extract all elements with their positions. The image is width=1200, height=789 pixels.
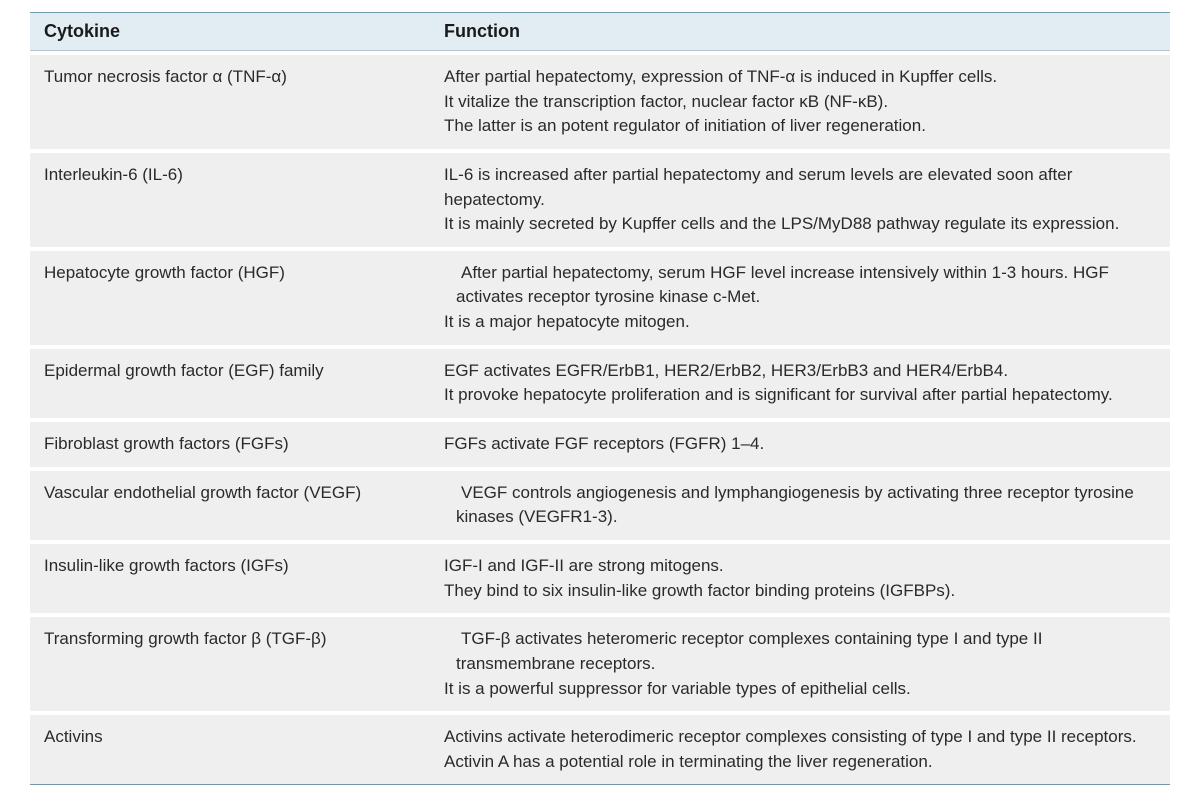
function-line: Activin A has a potential role in termin… — [444, 750, 1156, 775]
col-header-cytokine: Cytokine — [30, 12, 430, 51]
table-row: Vascular endothelial growth factor (VEGF… — [30, 471, 1170, 540]
table-row: Tumor necrosis factor α (TNF-α) After par… — [30, 55, 1170, 149]
function-line: VEGF controls angiogenesis and lymphangi… — [444, 481, 1156, 530]
cell-cytokine: Tumor necrosis factor α (TNF-α) — [30, 55, 430, 149]
function-line: IL-6 is increased after partial hepatect… — [444, 163, 1156, 212]
cytokine-table-wrap: Cytokine Function Tumor necrosis factor … — [30, 8, 1170, 789]
cell-function: After partial hepatectomy, expression of… — [430, 55, 1170, 149]
table-row: Hepatocyte growth factor (HGF) After part… — [30, 251, 1170, 345]
cell-cytokine: Hepatocyte growth factor (HGF) — [30, 251, 430, 345]
function-line: It is mainly secreted by Kupffer cells a… — [444, 212, 1156, 237]
table-row: Fibroblast growth factors (FGFs) FGFs act… — [30, 422, 1170, 467]
cell-function: TGF-β activates heteromeric receptor com… — [430, 617, 1170, 711]
function-line: Activins activate heterodimeric receptor… — [444, 725, 1156, 750]
cell-function: After partial hepatectomy, serum HGF lev… — [430, 251, 1170, 345]
function-line: It is a major hepatocyte mitogen. — [444, 310, 1156, 335]
cell-cytokine: Transforming growth factor β (TGF-β) — [30, 617, 430, 711]
function-line: It is a powerful suppressor for variable… — [444, 677, 1156, 702]
function-line: The latter is an potent regulator of ini… — [444, 114, 1156, 139]
function-line: After partial hepatectomy, serum HGF lev… — [444, 261, 1156, 310]
function-line: EGF activates EGFR/ErbB1, HER2/ErbB2, HE… — [444, 359, 1156, 384]
table-row: Insulin-like growth factors (IGFs)IGF-I … — [30, 544, 1170, 613]
table-body: Tumor necrosis factor α (TNF-α) After par… — [30, 55, 1170, 785]
cell-cytokine: Epidermal growth factor (EGF) family — [30, 349, 430, 418]
table-row: Interleukin-6 (IL-6) IL-6 is increased af… — [30, 153, 1170, 247]
table-row: Activins Activins activate heterodimeric … — [30, 715, 1170, 785]
function-line: It provoke hepatocyte proliferation and … — [444, 383, 1156, 408]
cell-cytokine: Vascular endothelial growth factor (VEGF… — [30, 471, 430, 540]
function-line: They bind to six insulin-like growth fac… — [444, 579, 1156, 604]
cytokine-table: Cytokine Function Tumor necrosis factor … — [30, 8, 1170, 789]
table-row: Epidermal growth factor (EGF) family EGF … — [30, 349, 1170, 418]
cell-cytokine: Interleukin-6 (IL-6) — [30, 153, 430, 247]
function-line: FGFs activate FGF receptors (FGFR) 1–4. — [444, 432, 1156, 457]
cell-function: FGFs activate FGF receptors (FGFR) 1–4. — [430, 422, 1170, 467]
function-line: It vitalize the transcription factor, nu… — [444, 90, 1156, 115]
function-line: TGF-β activates heteromeric receptor com… — [444, 627, 1156, 676]
cell-function: EGF activates EGFR/ErbB1, HER2/ErbB2, HE… — [430, 349, 1170, 418]
function-line: IGF-I and IGF-II are strong mitogens. — [444, 554, 1156, 579]
col-header-function: Function — [430, 12, 1170, 51]
table-header-row: Cytokine Function — [30, 12, 1170, 51]
table-row: Transforming growth factor β (TGF-β) TGF-… — [30, 617, 1170, 711]
cell-cytokine: Fibroblast growth factors (FGFs) — [30, 422, 430, 467]
function-line: After partial hepatectomy, expression of… — [444, 65, 1156, 90]
cell-function: VEGF controls angiogenesis and lymphangi… — [430, 471, 1170, 540]
cell-cytokine: Activins — [30, 715, 430, 785]
cell-function: IGF-I and IGF-II are strong mitogens.The… — [430, 544, 1170, 613]
cell-function: IL-6 is increased after partial hepatect… — [430, 153, 1170, 247]
cell-cytokine: Insulin-like growth factors (IGFs) — [30, 544, 430, 613]
cell-function: Activins activate heterodimeric receptor… — [430, 715, 1170, 785]
